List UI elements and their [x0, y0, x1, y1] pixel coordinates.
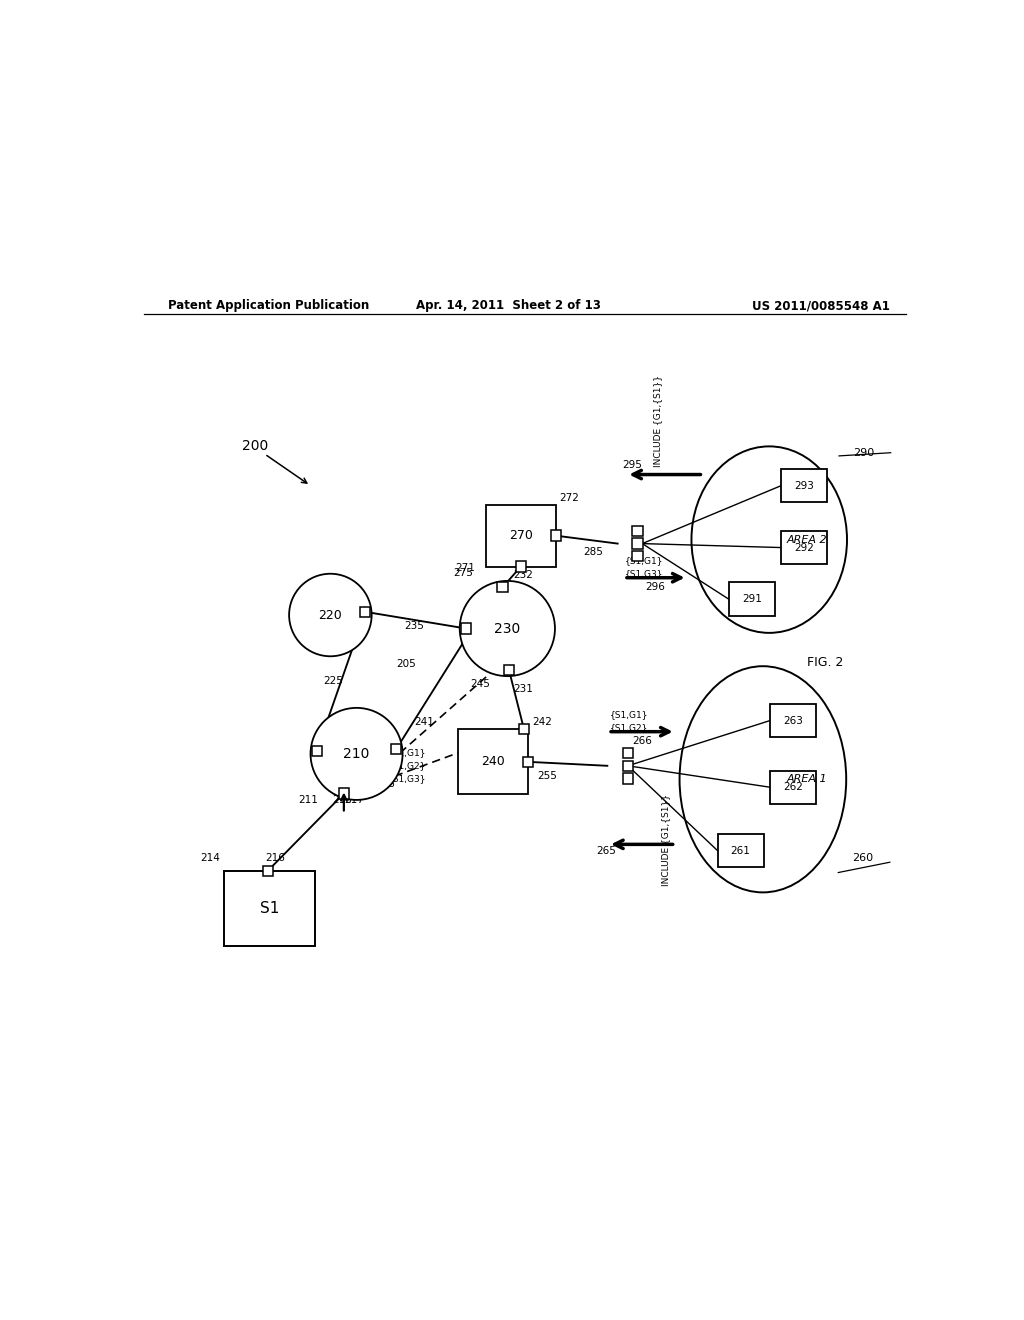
Text: {S1,G1}: {S1,G1}	[388, 748, 427, 758]
Text: 240: 240	[481, 755, 505, 768]
Text: 285: 285	[583, 548, 603, 557]
Text: 296: 296	[645, 582, 666, 591]
Text: 263: 263	[783, 715, 803, 726]
FancyBboxPatch shape	[360, 607, 371, 616]
FancyBboxPatch shape	[623, 774, 633, 784]
Text: FIG. 2: FIG. 2	[807, 656, 843, 669]
Text: 216: 216	[265, 854, 285, 863]
Text: 225: 225	[324, 676, 343, 686]
Text: 210: 210	[343, 747, 370, 760]
Text: {S1,G3}: {S1,G3}	[388, 774, 427, 783]
FancyBboxPatch shape	[516, 561, 526, 572]
FancyBboxPatch shape	[718, 834, 764, 867]
Text: 261: 261	[731, 846, 751, 855]
FancyBboxPatch shape	[523, 756, 534, 767]
Ellipse shape	[680, 667, 846, 892]
Text: {S1,G3}: {S1,G3}	[625, 569, 664, 578]
Circle shape	[460, 581, 555, 676]
Text: 241: 241	[415, 717, 434, 726]
FancyBboxPatch shape	[770, 771, 816, 804]
Text: 295: 295	[623, 461, 642, 470]
Text: 231: 231	[514, 684, 534, 694]
Text: 293: 293	[795, 480, 814, 491]
Text: 230: 230	[495, 622, 520, 635]
FancyBboxPatch shape	[729, 582, 775, 616]
Text: {S1,G2}: {S1,G2}	[609, 723, 648, 733]
FancyBboxPatch shape	[551, 531, 561, 541]
FancyBboxPatch shape	[623, 748, 633, 758]
Text: 200: 200	[242, 440, 268, 453]
Text: AREA 1: AREA 1	[786, 775, 826, 784]
Text: 211: 211	[299, 795, 318, 805]
Text: S1: S1	[259, 902, 279, 916]
FancyBboxPatch shape	[311, 746, 322, 756]
Text: 232: 232	[514, 570, 534, 579]
FancyBboxPatch shape	[391, 744, 401, 754]
Text: 291: 291	[741, 594, 762, 605]
FancyBboxPatch shape	[461, 623, 471, 634]
FancyBboxPatch shape	[486, 504, 556, 566]
Text: 255: 255	[538, 771, 557, 781]
Text: Apr. 14, 2011  Sheet 2 of 13: Apr. 14, 2011 Sheet 2 of 13	[417, 300, 601, 312]
FancyBboxPatch shape	[498, 582, 508, 593]
FancyBboxPatch shape	[633, 552, 643, 561]
Text: 275: 275	[454, 568, 473, 578]
FancyBboxPatch shape	[519, 725, 529, 734]
Text: AREA 2: AREA 2	[787, 535, 827, 545]
FancyBboxPatch shape	[223, 871, 315, 946]
FancyBboxPatch shape	[770, 704, 816, 738]
Text: 215: 215	[333, 795, 352, 805]
FancyBboxPatch shape	[262, 866, 272, 876]
Text: 260: 260	[853, 853, 873, 863]
Text: 271: 271	[455, 562, 475, 573]
FancyBboxPatch shape	[339, 788, 349, 799]
FancyBboxPatch shape	[458, 729, 528, 795]
Text: INCLUDE {G1,{S1}}: INCLUDE {G1,{S1}}	[653, 375, 663, 466]
Text: US 2011/0085548 A1: US 2011/0085548 A1	[752, 300, 890, 312]
Text: 266: 266	[632, 735, 652, 746]
Text: {S1,G1}: {S1,G1}	[625, 557, 664, 565]
Text: 220: 220	[318, 609, 342, 622]
Text: 245: 245	[470, 680, 489, 689]
Text: INCLUDE {G1,{S1}}: INCLUDE {G1,{S1}}	[662, 795, 670, 887]
Text: 205: 205	[396, 659, 416, 669]
Text: Patent Application Publication: Patent Application Publication	[168, 300, 369, 312]
Text: 265: 265	[596, 846, 616, 855]
FancyBboxPatch shape	[633, 539, 643, 549]
Text: 217: 217	[344, 795, 364, 805]
Text: 270: 270	[509, 529, 532, 543]
Circle shape	[289, 574, 372, 656]
FancyBboxPatch shape	[633, 525, 643, 536]
Text: 272: 272	[560, 492, 580, 503]
Text: 206: 206	[376, 779, 395, 789]
Text: 292: 292	[795, 543, 814, 553]
FancyBboxPatch shape	[504, 664, 514, 675]
Text: 214: 214	[200, 854, 220, 863]
Text: 262: 262	[783, 783, 803, 792]
Ellipse shape	[691, 446, 847, 632]
FancyBboxPatch shape	[781, 531, 827, 564]
Text: 242: 242	[531, 717, 552, 726]
Text: 235: 235	[404, 622, 424, 631]
FancyBboxPatch shape	[781, 469, 827, 503]
Text: {S1,G1}: {S1,G1}	[609, 710, 648, 719]
FancyBboxPatch shape	[623, 760, 633, 771]
Text: 290: 290	[853, 447, 874, 458]
Text: {S1,G2}: {S1,G2}	[388, 762, 427, 770]
Circle shape	[310, 708, 402, 800]
